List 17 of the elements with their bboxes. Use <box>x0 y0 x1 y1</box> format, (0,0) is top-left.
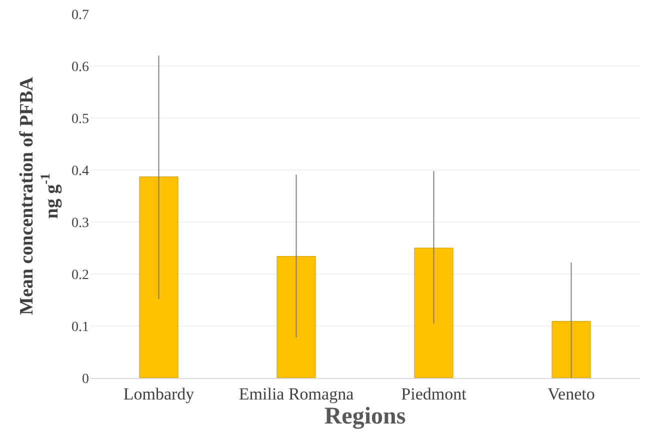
x-tick-label: Emilia Romagna <box>238 384 354 404</box>
x-axis-title: Regions <box>324 404 406 430</box>
y-tick-label: 0.7 <box>72 8 89 23</box>
bar <box>139 176 178 378</box>
y-tick-label: 0.4 <box>72 164 89 179</box>
y-tick-label: 0.3 <box>72 216 89 231</box>
y-tick-label: 0.6 <box>72 60 89 75</box>
bar <box>276 256 316 378</box>
x-tick-label: Veneto <box>548 384 595 404</box>
bar <box>414 248 454 378</box>
bar <box>552 321 591 378</box>
x-tick-label: Piedmont <box>401 384 467 404</box>
y-tick-label: 0 <box>82 372 89 387</box>
y-tick-label: 0.1 <box>72 320 89 335</box>
x-tick-label: Lombardy <box>123 384 195 404</box>
y-tick-label: 0.2 <box>72 268 89 283</box>
y-tick-label: 0.5 <box>72 112 89 127</box>
